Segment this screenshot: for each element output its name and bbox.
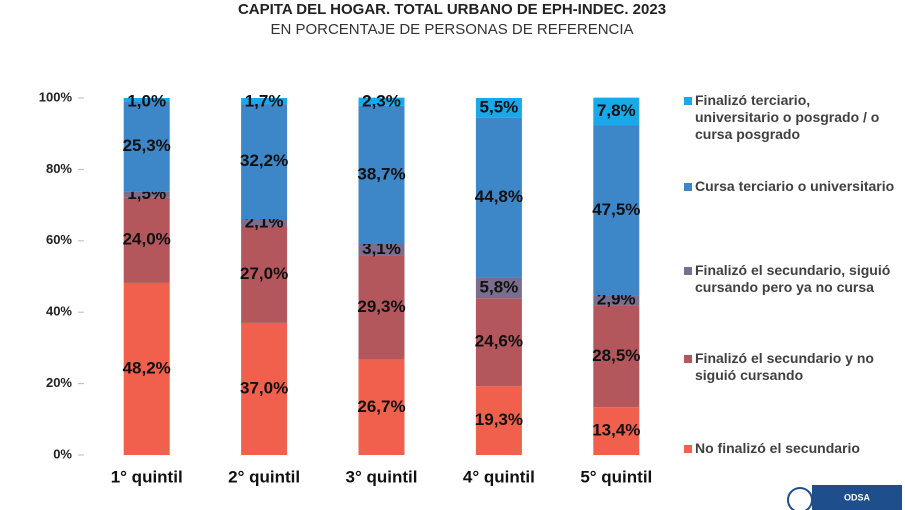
bar-segment: [241, 322, 288, 455]
bar-segment: [241, 219, 288, 227]
value-label: 47,5%: [592, 200, 640, 219]
bar-segment: [358, 244, 405, 256]
y-tick-label: 60%: [46, 232, 72, 247]
bar-segment: [241, 104, 288, 220]
legend-swatch: [684, 445, 692, 453]
y-tick-label: 80%: [46, 161, 72, 176]
value-label: 27,0%: [240, 264, 288, 283]
bar-segment: [123, 197, 170, 283]
chart-title: CAPITA DEL HOGAR. TOTAL URBANO DE EPH-IN…: [238, 1, 666, 18]
y-tick-label: 20%: [46, 375, 72, 390]
y-tick-label: 100%: [39, 89, 73, 104]
bar-segment: [475, 98, 522, 118]
value-label: 28,5%: [592, 346, 640, 365]
value-label: 5,5%: [480, 97, 519, 116]
value-label: 19,3%: [475, 410, 523, 429]
bar-segment: [593, 305, 640, 408]
value-label: 44,8%: [475, 187, 523, 206]
logo: [812, 485, 902, 510]
bar-segment: [358, 359, 405, 455]
bar-segment: [593, 407, 640, 455]
value-label: 32,2%: [240, 151, 288, 170]
y-tick-label: 40%: [46, 304, 72, 319]
value-label: 24,6%: [475, 332, 523, 351]
bar-segment: [593, 295, 640, 306]
chart-subtitle: EN PORCENTAJE DE PERSONAS DE REFERENCIA: [270, 21, 633, 38]
value-label: 5,8%: [480, 277, 519, 296]
value-label: 7,8%: [597, 101, 636, 120]
legend-swatch: [684, 267, 692, 275]
bar-segment: [241, 98, 288, 105]
value-label: 29,3%: [357, 297, 405, 316]
value-label: 26,7%: [357, 397, 405, 416]
legend-label: Finalizó el secundario, siguió cursando …: [695, 262, 891, 295]
logo-text: ODSA: [844, 492, 871, 502]
bar-segment: [593, 97, 640, 126]
bar-segment: [123, 101, 170, 192]
bar-segment: [123, 98, 170, 102]
y-tick-label: 0%: [53, 446, 72, 461]
bar-segment: [475, 386, 522, 455]
legend-swatch: [684, 355, 692, 363]
x-tick-label: 4° quintil: [463, 467, 535, 486]
bar-segment: [123, 191, 170, 198]
bar-segment: [475, 277, 522, 299]
x-tick-label: 1° quintil: [111, 467, 183, 486]
value-label: 48,2%: [123, 358, 171, 377]
bar-segment: [593, 125, 640, 296]
bar-segment: [123, 282, 170, 455]
bar-segment: [475, 298, 522, 387]
value-label: 37,0%: [240, 378, 288, 397]
bar-segment: [358, 97, 405, 106]
legend-swatch: [684, 97, 692, 105]
value-label: 13,4%: [592, 421, 640, 440]
x-tick-label: 2° quintil: [228, 467, 300, 486]
value-label: 1,7%: [245, 91, 284, 110]
legend-label: Finalizó el secundario y no siguió cursa…: [695, 350, 874, 383]
legend-swatch: [684, 183, 692, 191]
bar-segment: [241, 226, 288, 323]
value-label: 38,7%: [357, 164, 405, 183]
x-tick-label: 5° quintil: [580, 467, 652, 486]
bar-segment: [475, 117, 522, 278]
bar-segment: [358, 255, 405, 360]
value-label: 24,0%: [123, 230, 171, 249]
x-tick-label: 3° quintil: [346, 467, 418, 486]
logo-seal: [787, 487, 813, 510]
legend-label: Finalizó terciario, universitario o posg…: [695, 92, 880, 142]
legend-label: Cursa terciario o universitario: [695, 178, 895, 194]
value-label: 25,3%: [123, 136, 171, 155]
legend-label: No finalizó el secundario: [695, 440, 860, 456]
bar-segment: [358, 105, 405, 245]
value-label: 1,0%: [127, 91, 166, 110]
value-label: 2,3%: [362, 91, 401, 110]
